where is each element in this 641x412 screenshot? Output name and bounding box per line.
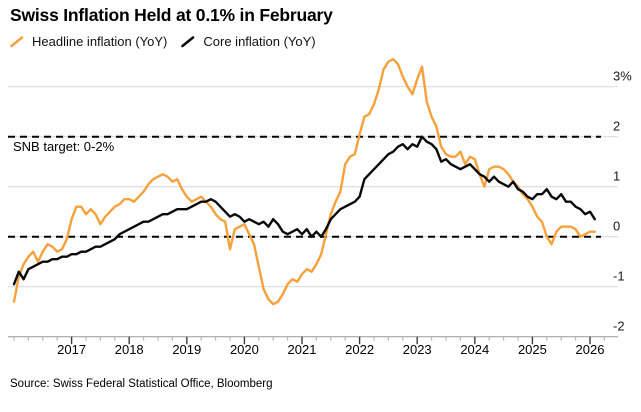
y-tick-label-3%: 3% [613,69,632,84]
y-tick-label-2: 2 [613,119,620,134]
x-tick-label-2021: 2021 [288,342,317,357]
y-tick-label-1: 1 [613,169,620,184]
headline-line-marker-icon [10,35,24,47]
x-tick-label-2025: 2025 [518,342,547,357]
x-tick-label-2026: 2026 [576,342,605,357]
y-tick-label--1: -1 [613,269,625,284]
x-tick-label-2020: 2020 [230,342,259,357]
core-series-line [12,135,596,286]
x-tick-label-2018: 2018 [115,342,144,357]
legend-label-headline: Headline inflation (YoY) [32,34,168,49]
legend-item-headline: Headline inflation (YoY) [10,34,167,49]
legend-item-core: Core inflation (YoY) [181,34,316,49]
y-tick-label-0: 0 [613,219,620,234]
headline-series-line [12,58,596,306]
x-tick-label-2023: 2023 [403,342,432,357]
snb-target-annotation: SNB target: 0-2% [13,139,115,154]
core-line-marker-icon [181,35,195,47]
legend-label-core: Core inflation (YoY) [203,34,316,49]
x-tick-label-2019: 2019 [172,342,201,357]
x-tick-label-2017: 2017 [57,342,86,357]
page-title: Swiss Inflation Held at 0.1% in February [10,5,333,25]
x-tick-label-2024: 2024 [460,342,489,357]
x-tick-label-2022: 2022 [345,342,374,357]
chart-legend: Headline inflation (YoY) Core inflation … [10,34,316,49]
source-credit: Source: Swiss Federal Statistical Office… [10,378,273,390]
y-tick-label--2: -2 [613,319,625,334]
